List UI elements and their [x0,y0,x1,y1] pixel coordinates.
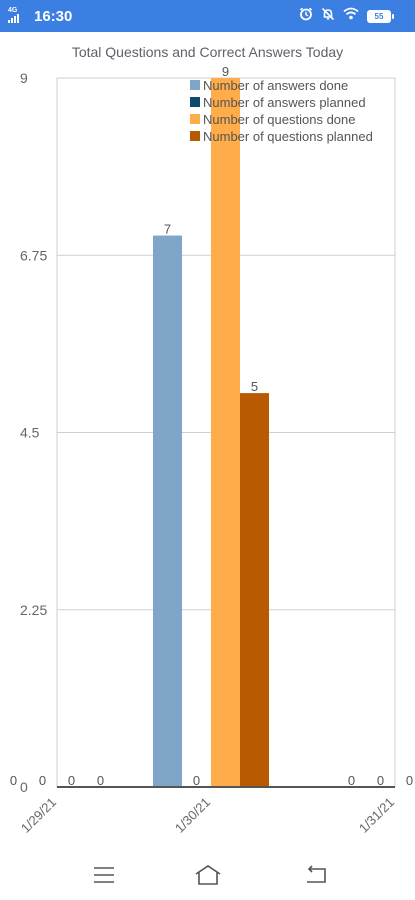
y-tick-label: 4.5 [20,425,40,441]
navigation-bar [0,850,415,900]
home-icon[interactable] [193,862,223,888]
legend-swatch [190,114,200,124]
signal-icon: 4G [8,7,30,25]
status-time: 16:30 [34,7,73,25]
alarm-icon [299,7,313,26]
data-label: 0 [39,773,46,788]
legend-label: Number of questions done [203,112,355,127]
legend-label: Number of questions planned [203,129,373,144]
network-type: 4G [8,7,18,14]
bar-chart: 02.254.56.7590700000900501/29/211/30/211… [10,64,413,836]
legend-swatch [190,80,200,90]
y-tick-label: 2.25 [20,602,47,618]
data-label: 0 [377,773,384,788]
data-label: 7 [164,222,171,237]
legend-swatch [190,131,200,141]
chart-title: Total Questions and Correct Answers Toda… [71,44,344,60]
data-label: 0 [348,773,355,788]
battery-icon: 55 [367,9,394,23]
data-label: 0 [10,773,17,788]
data-label: 5 [251,379,258,394]
menu-icon[interactable] [89,862,119,888]
data-label: 0 [97,773,104,788]
back-icon[interactable] [301,862,331,888]
x-tick-label: 1/31/21 [356,795,397,836]
x-tick-label: 1/30/21 [172,795,213,836]
y-tick-label: 6.75 [20,247,47,263]
data-label: 0 [406,773,413,788]
bar [211,78,240,787]
legend-swatch [190,97,200,107]
data-label: 0 [68,773,75,788]
status-bar: 4G 16:30 55 [0,0,415,32]
bar [240,393,269,787]
data-label: 9 [222,64,229,79]
legend-label: Number of answers planned [203,95,366,110]
wifi-icon [343,7,359,25]
x-tick-label: 1/29/21 [18,795,59,836]
mute-icon [321,7,335,26]
bar [153,235,182,788]
y-tick-label: 0 [20,779,28,795]
legend-label: Number of answers done [203,78,348,93]
data-label: 0 [193,773,200,788]
y-tick-label: 9 [20,70,28,86]
